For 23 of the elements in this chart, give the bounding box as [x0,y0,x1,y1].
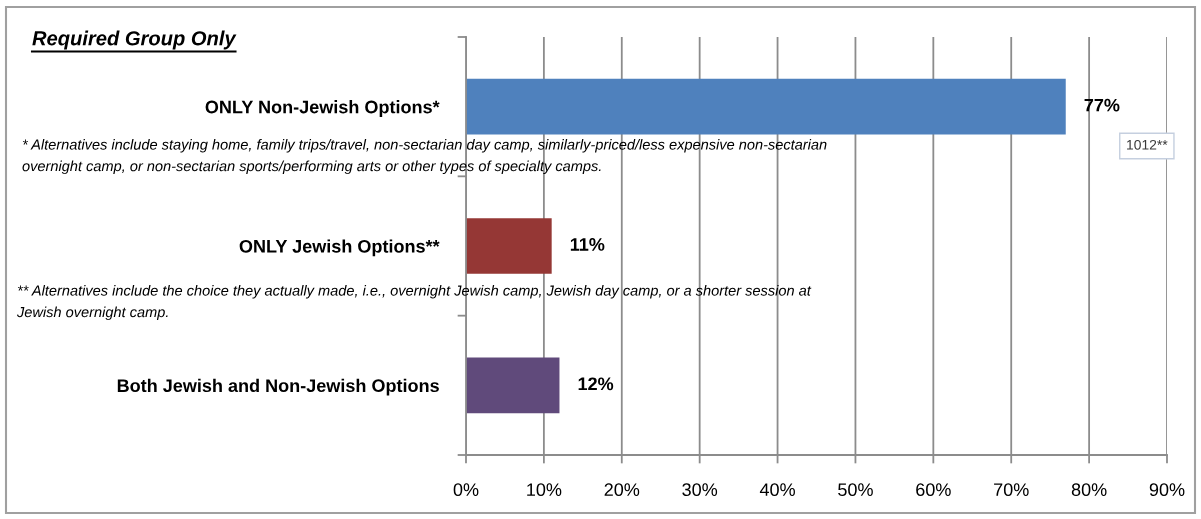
bar [466,78,1066,135]
annotation: * Alternatives include staying home, family trips/travel, non-sectarian day camp, similarly-priced/less expensive non-sectarian overnight camp, or non-sectarian sports/performing arts or other types of specialty camps. [22,139,827,175]
data-label: 77% [1084,98,1120,112]
y-tick-label: ONLY Non-Jewish Options* [205,100,440,117]
x-tick-label: 30% [682,483,718,497]
data-label: 11% [570,238,605,251]
bar [466,218,552,274]
text: Required Group Only [32,30,237,50]
x-tick-label: 60% [916,483,951,497]
bar [466,357,560,414]
x-tick-label: 90% [1149,483,1185,497]
y-tick-label: ONLY Jewish Options** [239,239,440,257]
annotation: ** Alternatives include the choice they actually made, i.e., overnight Jewish camp, Jewish day camp, or a shorter session at Jewish overnight camp. [16,285,812,321]
x-tick-label: 40% [759,483,795,497]
x-tick-label: 70% [994,483,1029,497]
x-tick-label: 10% [527,483,562,497]
x-tick-label: 20% [604,483,640,497]
y-tick-label: Both Jewish and Non-Jewish Options [117,378,439,396]
annotation: 1012** [1127,139,1168,150]
data-label: 12% [578,377,614,391]
x-tick-label: 50% [838,483,873,497]
x-tick-label: 0% [453,483,479,497]
x-tick-label: 80% [1071,483,1107,497]
